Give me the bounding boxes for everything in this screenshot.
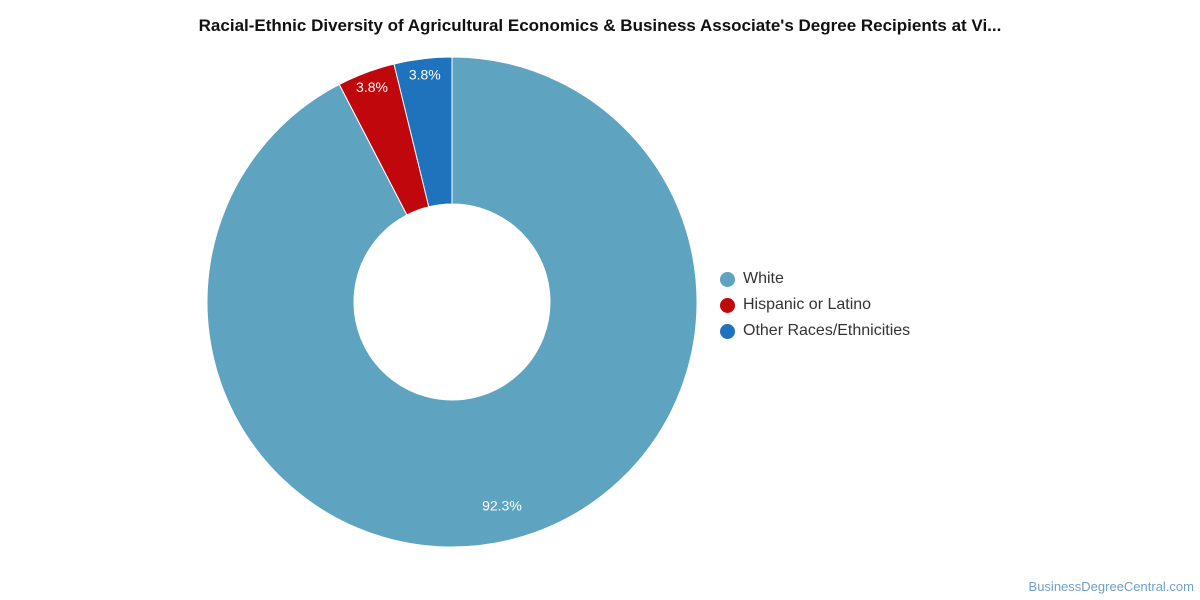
legend-label-other-races: Other Races/Ethnicities [743, 322, 911, 339]
legend-item-white[interactable]: White [720, 266, 910, 292]
legend-item-other-races[interactable]: Other Races/Ethnicities [720, 318, 910, 344]
legend-item-hispanic-or-latino[interactable]: Hispanic or Latino [720, 292, 910, 318]
legend-swatch-other-races [720, 323, 735, 339]
slice-other-races-ethnicities[interactable] [393, 56, 453, 208]
chart-legend: White Hispanic or Latino Other Races/Eth… [720, 266, 910, 344]
slice-label-white: 92.3% [482, 498, 522, 514]
chart-title: Racial-Ethnic Diversity of Agricultural … [198, 16, 1002, 35]
legend-label-hispanic-or-latino: Hispanic or Latino [743, 296, 872, 313]
slice-white[interactable] [206, 56, 698, 548]
legend-swatch-hispanic-or-latino [720, 297, 735, 313]
site-watermark[interactable]: BusinessDegreeCentral.com [1028, 579, 1194, 594]
legend-swatch-white [720, 271, 735, 287]
legend-label-white: White [743, 270, 784, 287]
slice-label-other-races-ethnicities: 3.8% [409, 66, 441, 82]
slice-label-hispanic-or-latino: 3.8% [356, 79, 388, 95]
